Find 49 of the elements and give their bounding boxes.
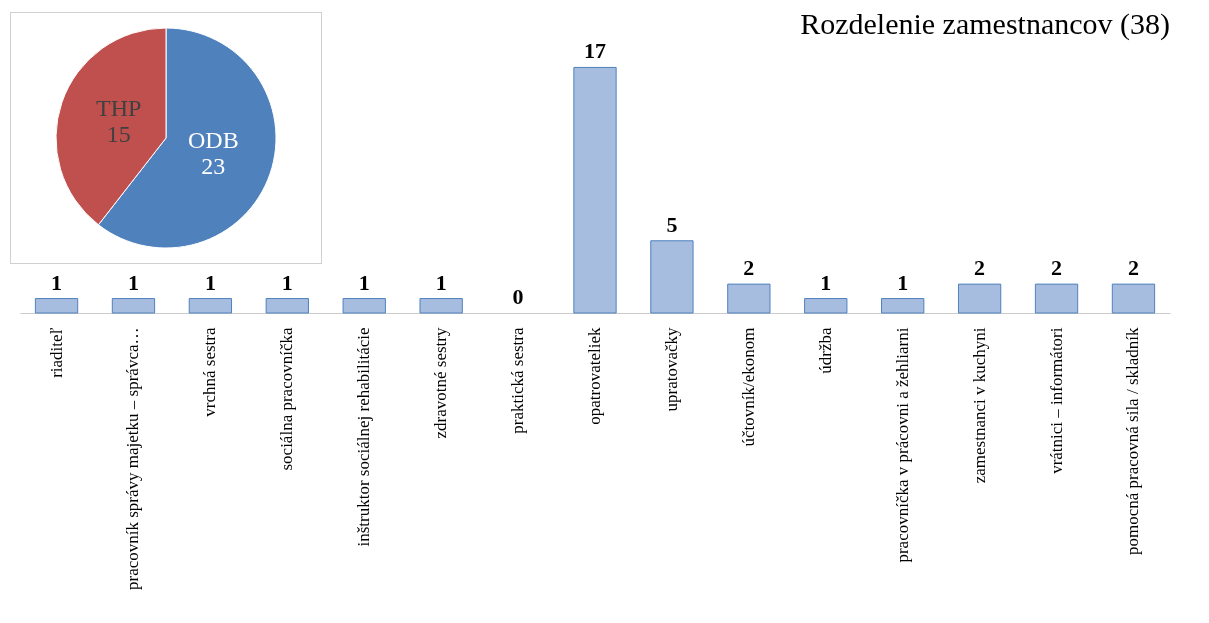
x-tick-label: praktická sestra xyxy=(508,327,528,434)
data-label: 2 xyxy=(974,255,986,281)
bar xyxy=(34,298,79,314)
x-tick-label: účtovník/ekonom xyxy=(738,327,758,447)
bar xyxy=(265,298,309,314)
x-tick-label: riaditeľ xyxy=(46,327,66,378)
bar xyxy=(188,298,233,314)
x-tick-label: vrátnici – informátori xyxy=(1046,327,1066,474)
slice-label: THP xyxy=(96,94,142,121)
bar xyxy=(342,298,386,314)
data-label: 1 xyxy=(51,269,63,295)
x-tick-label: opatrovateliek xyxy=(585,327,604,425)
data-label: 1 xyxy=(358,269,370,295)
x-tick-label: inštruktor sociálnej rehabilitácie xyxy=(354,327,374,547)
data-label: 17 xyxy=(584,38,606,64)
x-tick-label: zdravotné sestry xyxy=(431,327,451,439)
x-tick-label: sociálna pracovníčka xyxy=(277,327,297,471)
data-label: 1 xyxy=(897,269,909,295)
data-label: 2 xyxy=(1127,255,1139,281)
bar xyxy=(1034,283,1079,314)
bar xyxy=(804,298,848,314)
bar xyxy=(650,240,694,314)
x-tick-label: pomocná pracovná sila / skladník xyxy=(1123,327,1143,556)
bar xyxy=(881,298,925,314)
bar xyxy=(727,283,771,314)
x-tick-label: zamestnanci v kuchyni xyxy=(969,327,989,484)
bar xyxy=(573,66,617,314)
data-label: 5 xyxy=(666,211,678,237)
data-label: 1 xyxy=(204,269,216,295)
chart-title: Rozdelenie zamestnancov (38) xyxy=(800,7,1170,42)
data-label: 1 xyxy=(435,269,447,295)
x-tick-label: upratovačky xyxy=(661,327,681,412)
data-label: 2 xyxy=(743,255,755,281)
x-tick-label: pracovník správy majetku – správca… xyxy=(123,327,143,590)
x-tick-label: vrchná sestra xyxy=(200,327,220,417)
data-label: 15 xyxy=(106,120,131,147)
data-label: 2 xyxy=(1051,255,1063,281)
data-label: 1 xyxy=(281,269,293,295)
slice-label: ODB xyxy=(187,127,239,154)
data-label: 23 xyxy=(201,153,226,180)
bar xyxy=(1111,283,1156,314)
data-label: 0 xyxy=(512,284,524,309)
x-tick-label: údržba xyxy=(815,327,835,374)
data-label: 1 xyxy=(820,269,832,295)
data-label: 1 xyxy=(127,269,139,295)
x-tick-label: pracovníčka v prácovni a žehliarni xyxy=(892,327,912,563)
bar xyxy=(419,298,463,314)
bar xyxy=(957,283,1002,314)
bar xyxy=(111,298,156,314)
